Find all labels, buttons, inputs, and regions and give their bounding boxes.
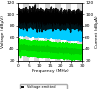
Bar — [45, 3, 50, 61]
Bar — [50, 3, 55, 61]
Bar — [71, 3, 77, 61]
Bar — [66, 3, 71, 61]
Bar — [23, 3, 29, 61]
Bar — [77, 3, 82, 61]
Bar — [55, 3, 61, 61]
Bar — [39, 3, 45, 61]
Bar — [34, 3, 39, 61]
Y-axis label: Voltage (dBμV): Voltage (dBμV) — [1, 15, 5, 48]
Y-axis label: Current (dBμA): Current (dBμA) — [95, 15, 99, 48]
Legend: Voltage emitted, Current in phases, Neutral phase current: Voltage emitted, Current in phases, Neut… — [20, 84, 67, 89]
Bar — [18, 3, 23, 61]
X-axis label: Frequency (MHz): Frequency (MHz) — [32, 69, 68, 73]
Bar — [29, 3, 34, 61]
Bar — [61, 3, 66, 61]
